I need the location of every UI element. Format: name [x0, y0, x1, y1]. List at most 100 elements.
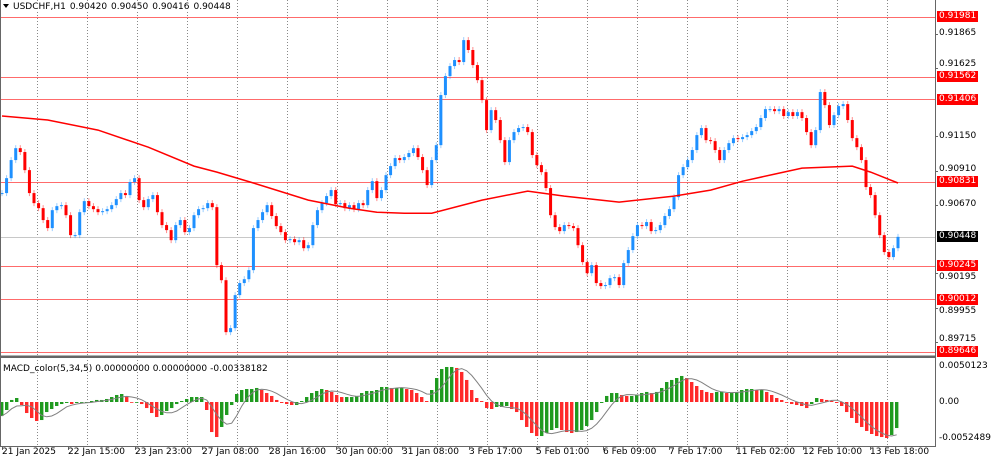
time-axis-label: 31 Jan 08:00 — [402, 447, 459, 457]
macd-bar — [480, 401, 484, 402]
candle-body — [416, 148, 420, 158]
macd-bar — [380, 386, 384, 402]
candle-body — [128, 182, 132, 196]
macd-bar — [625, 395, 629, 402]
macd-bar — [255, 387, 259, 402]
macd-bar — [730, 393, 734, 402]
macd-bar — [400, 387, 404, 402]
candle-body — [640, 225, 644, 227]
candle-body — [247, 270, 251, 280]
macd-bar — [350, 397, 354, 402]
candle-body — [101, 211, 105, 213]
macd-bar — [675, 378, 679, 402]
macd-bar — [645, 391, 649, 402]
candle-body — [521, 127, 525, 129]
candle-body — [233, 295, 237, 329]
candle-body — [325, 196, 329, 204]
candle-body — [215, 207, 219, 266]
macd-bar — [40, 402, 44, 421]
level-price-label: 0.90831 — [937, 176, 979, 188]
macd-bar — [500, 402, 504, 407]
macd-bar — [25, 402, 29, 414]
macd-bar — [260, 390, 264, 402]
candle-body — [110, 205, 114, 210]
macd-bar — [710, 393, 714, 402]
macd-tick-label: 0.0050123 — [939, 361, 988, 372]
candle-body — [759, 118, 763, 128]
candle-body — [37, 203, 41, 209]
candle-body — [315, 210, 319, 226]
candle-body — [229, 328, 233, 333]
macd-bar — [765, 391, 769, 402]
macd-bar — [180, 401, 184, 402]
candle-body — [361, 203, 365, 206]
high-value: 0.90450 — [111, 2, 149, 12]
macd-bar — [20, 402, 24, 406]
candle-body — [379, 190, 383, 199]
candle-body — [855, 138, 859, 148]
candle-body — [494, 110, 498, 121]
candle-body — [119, 193, 123, 200]
candle-body — [485, 100, 489, 131]
price-tick-label: 0.89715 — [939, 334, 977, 345]
candle-body — [576, 228, 580, 246]
candle-body — [489, 110, 493, 131]
candle-body — [731, 138, 735, 144]
candle-body — [686, 160, 690, 168]
macd-bar — [595, 402, 599, 413]
macd-bar — [650, 393, 654, 402]
candle-body — [891, 248, 895, 258]
candle-body — [251, 228, 255, 271]
macd-bar — [585, 402, 589, 426]
macd-bar — [470, 390, 474, 402]
candle-body — [727, 143, 731, 151]
macd-bar — [210, 402, 214, 433]
candle-body — [9, 160, 13, 179]
macd-bar — [630, 395, 634, 402]
candle-body — [270, 205, 274, 217]
time-axis-label: 11 Feb 02:00 — [736, 447, 796, 457]
candle-body — [581, 245, 585, 263]
candle-body — [631, 236, 635, 251]
candle-body — [649, 222, 653, 232]
candle-body — [169, 230, 173, 241]
candle-body — [677, 175, 681, 198]
candle-body — [224, 280, 228, 333]
macd-bar — [140, 402, 144, 405]
candle-body — [768, 109, 772, 111]
candle-body — [430, 160, 434, 186]
candle-body — [238, 283, 242, 296]
level-price-label: 0.90245 — [937, 260, 979, 272]
dropdown-triangle-icon[interactable] — [3, 4, 9, 8]
candle-body — [434, 145, 438, 161]
candle-body — [347, 205, 351, 209]
candle-body — [293, 239, 297, 243]
macd-bar — [780, 399, 784, 402]
macd-bar — [360, 393, 364, 402]
macd-bar — [240, 390, 244, 402]
macd-bar — [220, 402, 224, 427]
macd-bar — [690, 382, 694, 402]
candle-body — [517, 128, 521, 133]
open-value: 0.90420 — [69, 2, 108, 12]
candle-body — [50, 210, 54, 229]
candle-body — [407, 153, 411, 158]
candle-body — [873, 195, 877, 216]
macd-bar — [790, 402, 794, 405]
candle-body — [622, 263, 626, 286]
macd-bar — [485, 402, 489, 409]
candle-body — [539, 165, 543, 173]
macd-bar — [245, 389, 249, 402]
macd-bar — [810, 402, 814, 405]
candle-body — [55, 206, 59, 211]
macd-bar — [285, 402, 289, 405]
candle-body — [695, 135, 699, 151]
macd-bar — [0, 402, 4, 417]
candle-body — [617, 277, 621, 286]
candle-body — [137, 178, 141, 201]
macd-bar — [830, 401, 834, 402]
candle-body — [658, 225, 662, 231]
macd-bar — [845, 402, 849, 413]
candle-body — [201, 208, 205, 210]
